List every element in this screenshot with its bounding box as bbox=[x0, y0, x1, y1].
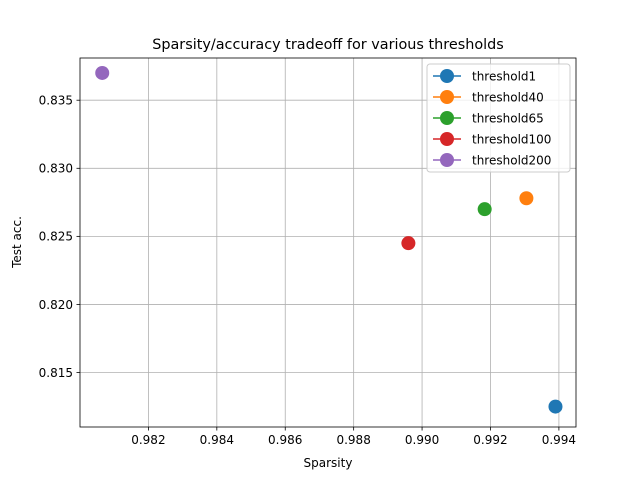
y-tick-label: 0.825 bbox=[39, 230, 73, 244]
legend-marker-threshold200 bbox=[440, 153, 454, 167]
legend-label-threshold65: threshold65 bbox=[472, 111, 544, 125]
legend: threshold1 threshold40 threshold65 threshol… bbox=[426, 63, 571, 173]
legend-box bbox=[426, 63, 571, 173]
x-tick-label: 0.984 bbox=[200, 433, 234, 447]
x-tick-label: 0.994 bbox=[542, 433, 576, 447]
x-tick-label: 0.992 bbox=[473, 433, 507, 447]
x-tick-label: 0.988 bbox=[336, 433, 370, 447]
point-threshold100 bbox=[401, 236, 416, 251]
y-tick-label: 0.815 bbox=[39, 366, 73, 380]
point-threshold200 bbox=[95, 65, 110, 80]
legend-label-threshold1: threshold1 bbox=[472, 69, 536, 83]
y-tick-label: 0.830 bbox=[39, 162, 73, 176]
chart-title: Sparsity/accuracy tradeoff for various t… bbox=[152, 37, 504, 53]
legend-marker-threshold1 bbox=[440, 69, 454, 83]
x-tick-label: 0.986 bbox=[268, 433, 302, 447]
x-tick-label: 0.990 bbox=[405, 433, 439, 447]
x-axis-label: Sparsity bbox=[304, 456, 353, 470]
y-tick-label: 0.835 bbox=[39, 94, 73, 108]
legend-label-threshold200: threshold200 bbox=[472, 153, 551, 167]
point-threshold65 bbox=[477, 202, 492, 217]
y-axis-ticks: 0.815 0.820 0.825 0.830 0.835 bbox=[39, 94, 80, 380]
y-axis-label: Test acc. bbox=[10, 216, 24, 269]
legend-label-threshold100: threshold100 bbox=[472, 132, 551, 146]
y-tick-label: 0.820 bbox=[39, 298, 73, 312]
x-axis-ticks: 0.982 0.984 0.986 0.988 0.990 0.992 0.994 bbox=[131, 427, 576, 447]
legend-marker-threshold100 bbox=[440, 132, 454, 146]
legend-marker-threshold40 bbox=[440, 90, 454, 104]
point-threshold1 bbox=[548, 399, 563, 414]
x-tick-label: 0.982 bbox=[131, 433, 165, 447]
legend-marker-threshold65 bbox=[440, 111, 454, 125]
data-points bbox=[95, 65, 563, 414]
point-threshold40 bbox=[519, 191, 534, 206]
plot-frame bbox=[79, 57, 577, 428]
legend-label-threshold40: threshold40 bbox=[472, 90, 544, 104]
